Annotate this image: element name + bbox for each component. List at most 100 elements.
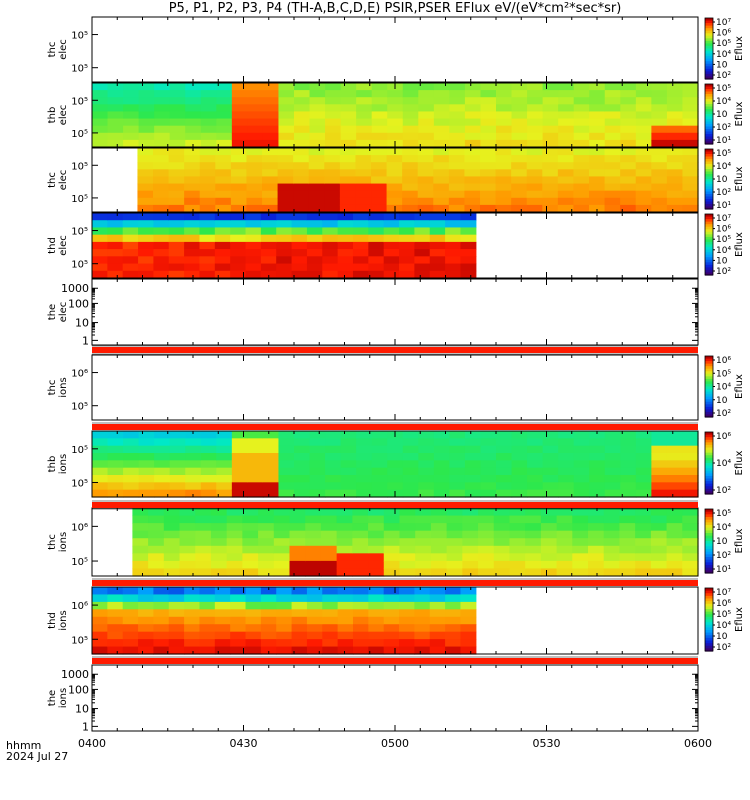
spectrogram-cell	[651, 553, 667, 561]
colorbar-tick-label: 10⁴	[716, 246, 731, 256]
spectrogram-cell	[667, 155, 683, 163]
spectrogram-cell	[430, 632, 446, 640]
spectrogram-cell	[154, 453, 170, 461]
spectrogram-cell	[387, 446, 403, 454]
spectrogram-cell	[341, 475, 357, 483]
colorbar-tick-label: 10⁵	[716, 84, 731, 94]
spectrogram-cell	[465, 104, 481, 112]
spectrogram-cell	[480, 475, 496, 483]
spectrogram-cell	[460, 249, 476, 257]
spectrogram-cell	[353, 213, 369, 221]
spectrogram-cell	[589, 155, 605, 163]
spectrogram-cell	[368, 271, 384, 279]
spectrogram-cell	[278, 446, 294, 454]
spectrogram-cell	[92, 482, 108, 490]
spectrogram-cell	[434, 438, 450, 446]
spectrogram-cell	[148, 546, 164, 554]
spectrogram-cell	[589, 90, 605, 98]
spectrogram-cell	[352, 531, 368, 539]
spectrogram-cell	[667, 516, 683, 524]
spectrogram-cell	[368, 587, 384, 595]
spectrogram-cell	[558, 198, 574, 206]
spectrogram-cell	[325, 490, 341, 498]
spectrogram-cell	[294, 468, 310, 476]
spectrogram-cell	[619, 523, 635, 531]
spectrogram-cell	[682, 111, 698, 119]
spectrogram-cell	[352, 516, 368, 524]
spectrogram-cell	[403, 111, 419, 119]
spectrogram-cell	[215, 242, 231, 250]
spectrogram-cell	[324, 162, 340, 170]
spectrogram-cell	[340, 198, 356, 206]
spectrogram-cell	[292, 609, 308, 617]
spectrogram-cell	[108, 431, 124, 439]
spectrogram-cell	[123, 460, 139, 468]
spectrogram-cell	[588, 561, 604, 569]
spectrogram-cell	[449, 126, 465, 134]
spectrogram-cell	[309, 205, 325, 213]
spectrogram-cell	[185, 438, 201, 446]
spectrogram-cell	[276, 617, 292, 625]
spectrogram-cell	[447, 523, 463, 531]
spectrogram-cell	[636, 133, 652, 141]
spectrogram-cell	[589, 453, 605, 461]
spectrogram-cell	[321, 568, 337, 576]
y-tick-label: 10⁵	[71, 31, 88, 42]
spectrogram-cell	[321, 523, 337, 531]
spectrogram-cell	[368, 639, 384, 647]
spectrogram-cell	[154, 104, 170, 112]
spectrogram-cell	[651, 546, 667, 554]
spectrogram-cell	[247, 119, 263, 127]
spectrogram-cell	[449, 191, 465, 199]
spectrogram-cell	[399, 639, 415, 647]
spectrogram-cell	[138, 264, 154, 272]
spectrogram-cell	[368, 242, 384, 250]
spectrogram-cell	[387, 162, 403, 170]
spectrogram-cell	[231, 176, 247, 184]
spectrogram-cell	[414, 602, 430, 610]
spectrogram-cell	[460, 609, 476, 617]
spectrogram-cell	[185, 111, 201, 119]
spectrogram-cell	[184, 198, 200, 206]
spectrogram-cell	[92, 468, 108, 476]
spectrogram-cell	[414, 256, 430, 264]
spectrogram-cell	[341, 438, 357, 446]
spectrogram-cell	[340, 184, 356, 192]
spectrogram-cell	[589, 176, 605, 184]
spectrogram-cell	[525, 523, 541, 531]
spectrogram-cell	[180, 531, 196, 539]
spectrogram-cell	[527, 148, 543, 156]
spectrogram-cell	[310, 468, 326, 476]
spectrogram-cell	[341, 460, 357, 468]
spectrogram-cell	[651, 148, 667, 156]
spectrogram-cell	[557, 538, 573, 546]
spectrogram-cell	[246, 162, 262, 170]
colorbar-label: Eflux	[734, 528, 745, 553]
spectrogram-cell	[247, 453, 263, 461]
spectrogram-cell	[232, 490, 248, 498]
spectrogram-cell	[384, 587, 400, 595]
spectrogram-cell	[341, 431, 357, 439]
spectrogram-cell	[324, 191, 340, 199]
spectrogram-cell	[402, 155, 418, 163]
spectrogram-cell	[651, 169, 667, 177]
spectrogram-cell	[449, 90, 465, 98]
spectrogram-cell	[107, 264, 123, 272]
spectrogram-cell	[247, 83, 263, 91]
spectrogram-cell	[230, 617, 246, 625]
spectrogram-cell	[399, 271, 415, 279]
spectrogram-cell	[211, 538, 227, 546]
spectrogram-cell	[667, 553, 683, 561]
spectrogram-cell	[682, 162, 698, 170]
spectrogram-cell	[465, 140, 481, 148]
spectrogram-cell	[399, 249, 415, 257]
spectrogram-cell	[589, 482, 605, 490]
spectrogram-cell	[403, 460, 419, 468]
spectrogram-cell	[682, 191, 698, 199]
spectrogram-cell	[512, 460, 528, 468]
spectrogram-cell	[310, 90, 326, 98]
spectrogram-cell	[278, 468, 294, 476]
spectrogram-cell	[263, 104, 279, 112]
spectrogram-cell	[368, 617, 384, 625]
spectrogram-cell	[682, 475, 698, 483]
